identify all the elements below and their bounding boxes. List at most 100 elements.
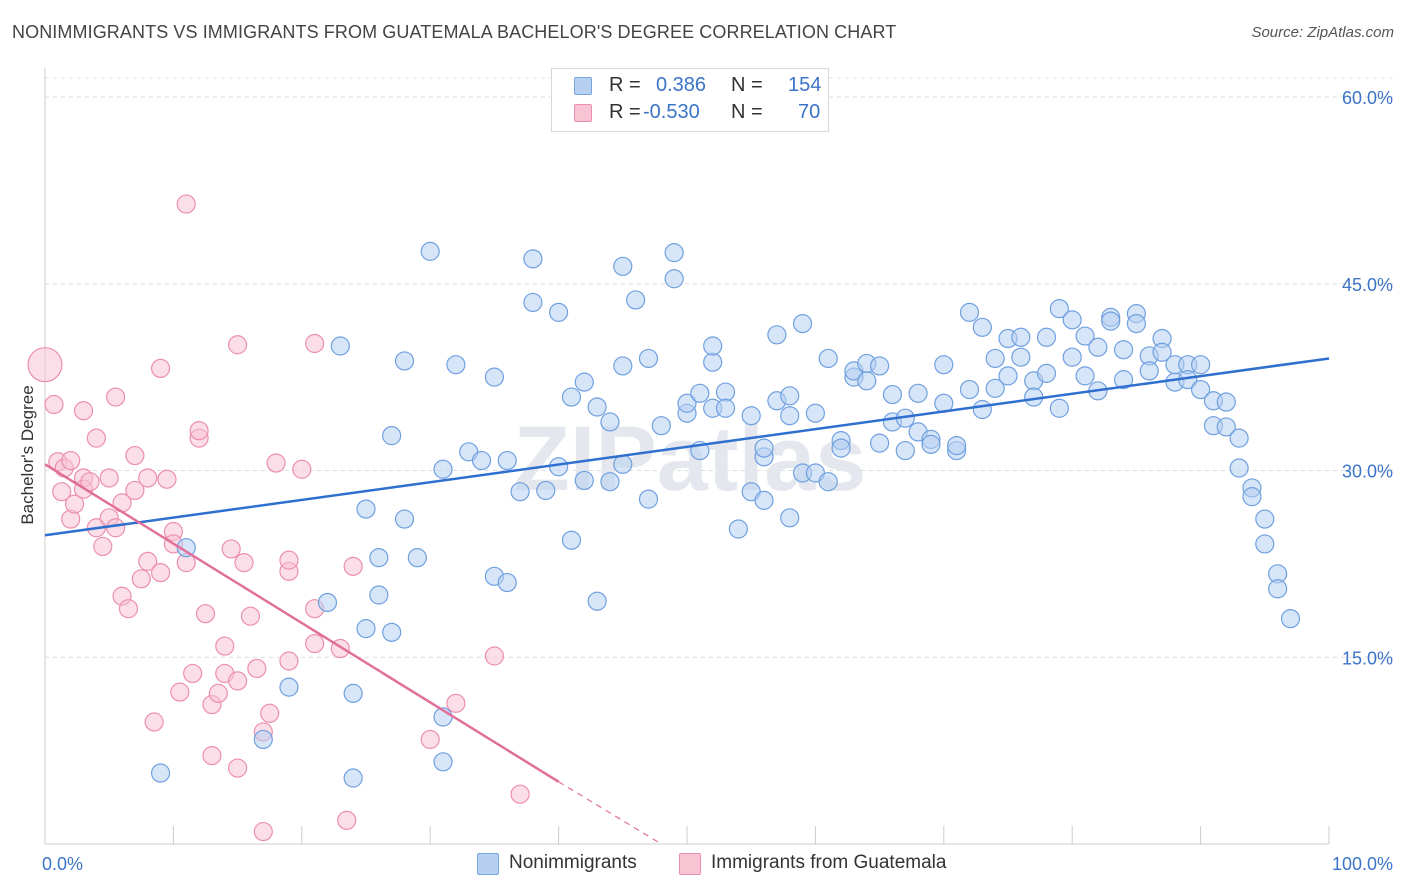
- nonimmigrant-point: [1036, 327, 1057, 347]
- nonimmigrant-point: [780, 386, 800, 406]
- nonimmigrant-point: [1011, 347, 1031, 367]
- nonimmigrant-point: [548, 457, 569, 477]
- nonimmigrant-point: [1062, 310, 1082, 330]
- nonimmigrant-point: [420, 241, 440, 261]
- nonimmigrant-point: [433, 459, 453, 479]
- nonimmigrant-point: [176, 538, 196, 558]
- nonimmigrant-point: [626, 290, 646, 310]
- nonimmigrant-point: [343, 768, 363, 788]
- nonimmigrant-point: [1011, 327, 1031, 347]
- guatemala-point: [260, 703, 280, 723]
- guatemala-point: [183, 663, 203, 684]
- nonimmigrant-point: [754, 490, 774, 510]
- guatemala-point: [150, 358, 171, 379]
- guatemala-point: [125, 445, 145, 466]
- nonimmigrant-point: [703, 336, 723, 356]
- nonimmigrant-point: [1049, 398, 1069, 418]
- nonimmigrant-point: [805, 403, 826, 423]
- guatemala-point: [228, 758, 248, 778]
- guatemala-point: [253, 821, 273, 842]
- guatemala-point: [52, 482, 72, 502]
- r-value: 0.386: [656, 74, 707, 96]
- guatemala-point: [170, 682, 190, 702]
- nonimmigrant-point: [369, 585, 389, 605]
- nonimmigrant-point: [561, 387, 582, 407]
- nonimmigrant-point: [869, 356, 890, 376]
- nonimmigrant-point: [317, 592, 338, 613]
- nonimmigrant-point: [831, 438, 851, 458]
- nonimmigrant-point: [818, 472, 838, 492]
- nonimmigrant-point: [921, 434, 941, 454]
- nonimmigrant-point: [407, 548, 427, 568]
- legend-label: Immigrants from Guatemala: [711, 852, 947, 873]
- guatemala-point: [99, 468, 119, 488]
- nonimmigrant-point: [497, 450, 517, 471]
- nonimmigrant-point: [1255, 509, 1275, 529]
- nonimmigrant-point: [664, 269, 684, 289]
- guatemala-point: [150, 562, 171, 583]
- nonimmigrant-point: [715, 398, 736, 418]
- guatemala-point: [337, 810, 357, 830]
- nonimmigrant-point: [690, 383, 710, 403]
- nonimmigrant-point: [497, 572, 517, 593]
- chart-title: NONIMMIGRANTS VS IMMIGRANTS FROM GUATEMA…: [12, 22, 897, 42]
- nonimmigrant-point: [1216, 417, 1236, 437]
- nonimmigrant-point: [253, 729, 273, 750]
- pink-swatch: [679, 853, 701, 875]
- nonimmigrant-point: [356, 619, 376, 639]
- guatemala-point: [343, 556, 363, 576]
- nonimmigrant-point: [1075, 366, 1095, 386]
- nonimmigrant-point: [523, 292, 543, 313]
- guatemala-point: [73, 401, 94, 421]
- guatemala-point: [93, 536, 113, 557]
- guatemala-point: [510, 784, 530, 804]
- nonimmigrant-point: [510, 482, 530, 502]
- pink-swatch: [574, 104, 592, 122]
- guatemala-point: [208, 683, 228, 703]
- x-tick-label: 0.0%: [42, 854, 83, 874]
- guatemala-point: [118, 599, 139, 619]
- nonimmigrant-point: [150, 763, 171, 783]
- nonimmigrant-point: [1229, 458, 1249, 478]
- guatemala-point: [176, 194, 196, 214]
- guatemala-point: [138, 551, 158, 571]
- watermark: ZIPatlas: [514, 408, 867, 510]
- guatemala-point: [131, 569, 151, 589]
- guatemala-point: [279, 550, 299, 570]
- source-label: Source: ZipAtlas.com: [1251, 24, 1394, 41]
- nonimmigrant-point: [574, 470, 594, 491]
- nonimmigrant-point: [1139, 361, 1159, 381]
- nonimmigrant-point: [1075, 326, 1095, 346]
- blue-swatch: [574, 77, 592, 95]
- guatemala-point: [27, 347, 63, 383]
- r-value: -0.530: [643, 101, 700, 123]
- nonimmigrant-point: [972, 317, 992, 337]
- nonimmigrant-point: [882, 384, 903, 405]
- nonimmigrant-point: [1229, 428, 1249, 448]
- nonimmigrant-point: [947, 436, 967, 456]
- guatemala-point: [106, 387, 126, 407]
- nonimmigrant-point: [382, 426, 402, 446]
- nonimmigrant-point: [523, 249, 543, 269]
- guatemala-trend-extension: [558, 781, 662, 845]
- nonimmigrant-point: [613, 356, 633, 376]
- nonimmigrant-point: [1190, 355, 1211, 375]
- nonimmigrant-point: [1242, 487, 1262, 507]
- nonimmigrant-point: [587, 591, 607, 611]
- nonimmigrant-point: [433, 752, 453, 772]
- guatemala-point: [189, 421, 209, 441]
- guatemala-point: [61, 450, 81, 471]
- nonimmigrant-point: [471, 450, 492, 471]
- n-value: 154: [788, 74, 822, 96]
- guatemala-point: [64, 494, 85, 514]
- guatemala-point: [125, 480, 145, 501]
- guatemala-point: [228, 671, 248, 691]
- nonimmigrant-point: [330, 336, 350, 356]
- nonimmigrant-point: [780, 508, 800, 528]
- guatemala-point: [305, 333, 325, 354]
- nonimmigrant-point: [394, 351, 415, 371]
- guatemala-points: [27, 194, 530, 842]
- nonimmigrant-point: [677, 393, 697, 413]
- n-label: N =: [731, 101, 763, 123]
